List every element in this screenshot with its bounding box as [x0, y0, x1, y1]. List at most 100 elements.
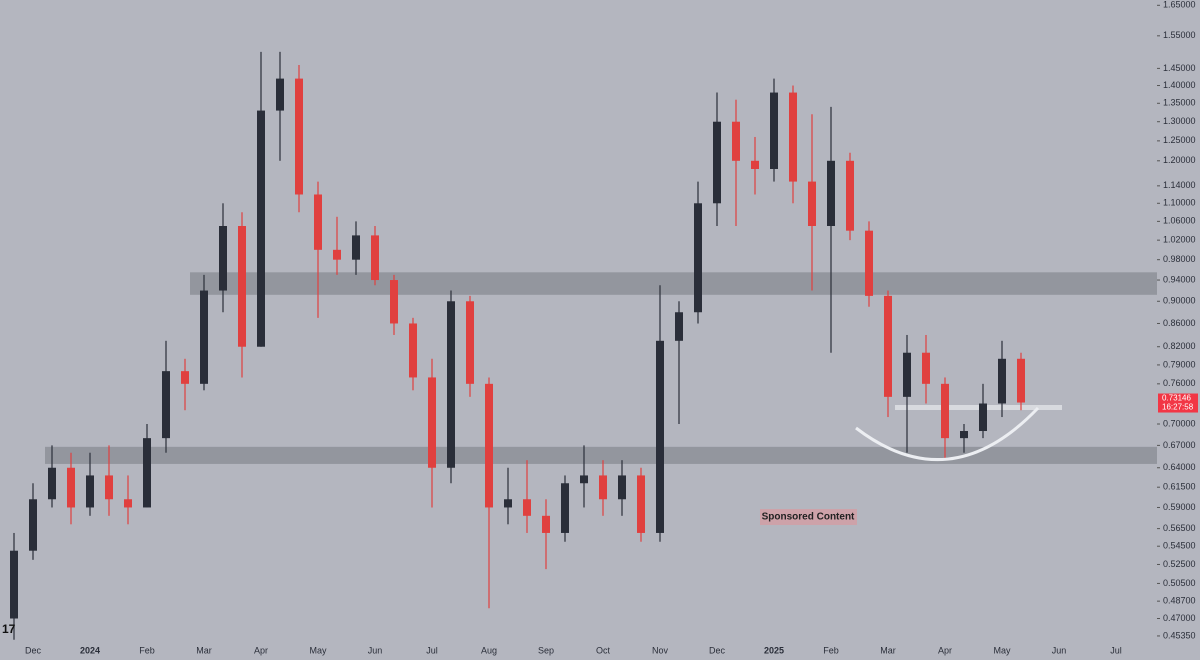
candle-body [713, 121, 721, 204]
y-tick-label: 0.76000 [1163, 378, 1196, 388]
cup-curve [855, 406, 1040, 461]
y-tick-label: 1.30000 [1163, 116, 1196, 126]
y-tick-label: 0.56500 [1163, 523, 1196, 533]
x-tick-label: Jun [368, 645, 383, 655]
y-tick-label: 0.64000 [1163, 462, 1196, 472]
x-tick-label: Jul [1110, 645, 1122, 655]
y-tick-label: 0.54500 [1163, 541, 1196, 551]
candle-body [295, 78, 303, 195]
x-tick-label: Sep [538, 645, 554, 655]
candle-body [238, 226, 246, 347]
logo: 17 [2, 622, 16, 636]
candle-body [257, 110, 265, 347]
y-tick-label: 0.94000 [1163, 274, 1196, 284]
candle-body [960, 431, 968, 439]
x-tick-label: Nov [652, 645, 669, 655]
candle-body [599, 475, 607, 500]
candle-body [428, 377, 436, 468]
y-tick-label: 1.35000 [1163, 98, 1196, 108]
candle-body [884, 295, 892, 397]
candle-body [732, 121, 740, 161]
candle-body [10, 550, 18, 619]
candle-body [105, 475, 113, 500]
countdown: 16:27:58 [1162, 403, 1194, 412]
candle-body [276, 78, 284, 111]
candle-body [162, 371, 170, 439]
candle-body [941, 383, 949, 439]
candle-body [200, 290, 208, 384]
y-tick-label: 1.65000 [1163, 0, 1196, 10]
y-tick-label: 0.59000 [1163, 502, 1196, 512]
y-tick-label: 1.45000 [1163, 63, 1196, 73]
price-label: 0.73146 [1162, 394, 1191, 403]
y-tick-label: 0.67000 [1163, 440, 1196, 450]
candle-body [523, 499, 531, 516]
x-tick-label: Dec [709, 645, 726, 655]
y-tick-label: 0.45350 [1163, 630, 1196, 640]
y-tick-label: 1.10000 [1163, 198, 1196, 208]
price-label-box [1158, 393, 1198, 413]
y-tick-label: 0.79000 [1163, 359, 1196, 369]
candle-body [371, 235, 379, 281]
y-tick-label: 0.98000 [1163, 254, 1196, 264]
candle-body [751, 160, 759, 170]
candle-body [903, 352, 911, 397]
candle-body [846, 160, 854, 231]
candle-body [1017, 358, 1025, 403]
candle-body [504, 499, 512, 508]
y-tick-label: 0.48700 [1163, 596, 1196, 606]
zone [190, 272, 1157, 295]
zone [45, 446, 1157, 464]
y-tick-label: 0.82000 [1163, 341, 1196, 351]
y-tick-label: 1.06000 [1163, 216, 1196, 226]
x-tick-label: Mar [196, 645, 212, 655]
candle-body [29, 499, 37, 551]
x-tick-label: Feb [823, 645, 839, 655]
candle-body [998, 358, 1006, 404]
candle-body [827, 160, 835, 227]
candle-body [333, 249, 341, 260]
candle-body [67, 467, 75, 508]
y-tick-label: 0.70000 [1163, 418, 1196, 428]
y-tick-label: 0.90000 [1163, 296, 1196, 306]
candle-body [181, 371, 189, 384]
candle-body [48, 467, 56, 500]
y-tick-label: 0.52500 [1163, 559, 1196, 569]
candle-body [694, 203, 702, 313]
candle-body [808, 181, 816, 227]
candle-body [637, 475, 645, 533]
candle-body [447, 301, 455, 468]
x-tick-label: Apr [938, 645, 952, 655]
annotation: Sponsored Content [762, 512, 855, 523]
candle-body [124, 499, 132, 508]
candle-body [561, 483, 569, 533]
x-tick-label: May [309, 645, 327, 655]
y-tick-label: 0.61500 [1163, 482, 1196, 492]
y-tick-label: 0.47000 [1163, 613, 1196, 623]
candle-body [390, 280, 398, 324]
x-tick-label: 2025 [764, 645, 784, 655]
annotation-box [760, 509, 857, 525]
x-tick-label: 2024 [80, 645, 100, 655]
candle-body [86, 475, 94, 508]
candle-body [542, 515, 550, 533]
candle-body [314, 194, 322, 250]
candle-body [656, 340, 664, 533]
candle-body [922, 352, 930, 384]
x-tick-label: Jul [426, 645, 438, 655]
candle-body [789, 92, 797, 182]
y-tick-label: 1.25000 [1163, 135, 1196, 145]
candle-body [618, 475, 626, 500]
y-tick-label: 0.86000 [1163, 318, 1196, 328]
x-tick-label: Oct [596, 645, 611, 655]
candle-body [580, 475, 588, 484]
x-tick-label: Apr [254, 645, 268, 655]
y-tick-label: 1.20000 [1163, 155, 1196, 165]
candle-body [352, 235, 360, 260]
candle-body [675, 312, 683, 341]
candle-body [466, 301, 474, 384]
x-tick-label: Aug [481, 645, 497, 655]
x-tick-label: Mar [880, 645, 896, 655]
candle-body [409, 323, 417, 378]
